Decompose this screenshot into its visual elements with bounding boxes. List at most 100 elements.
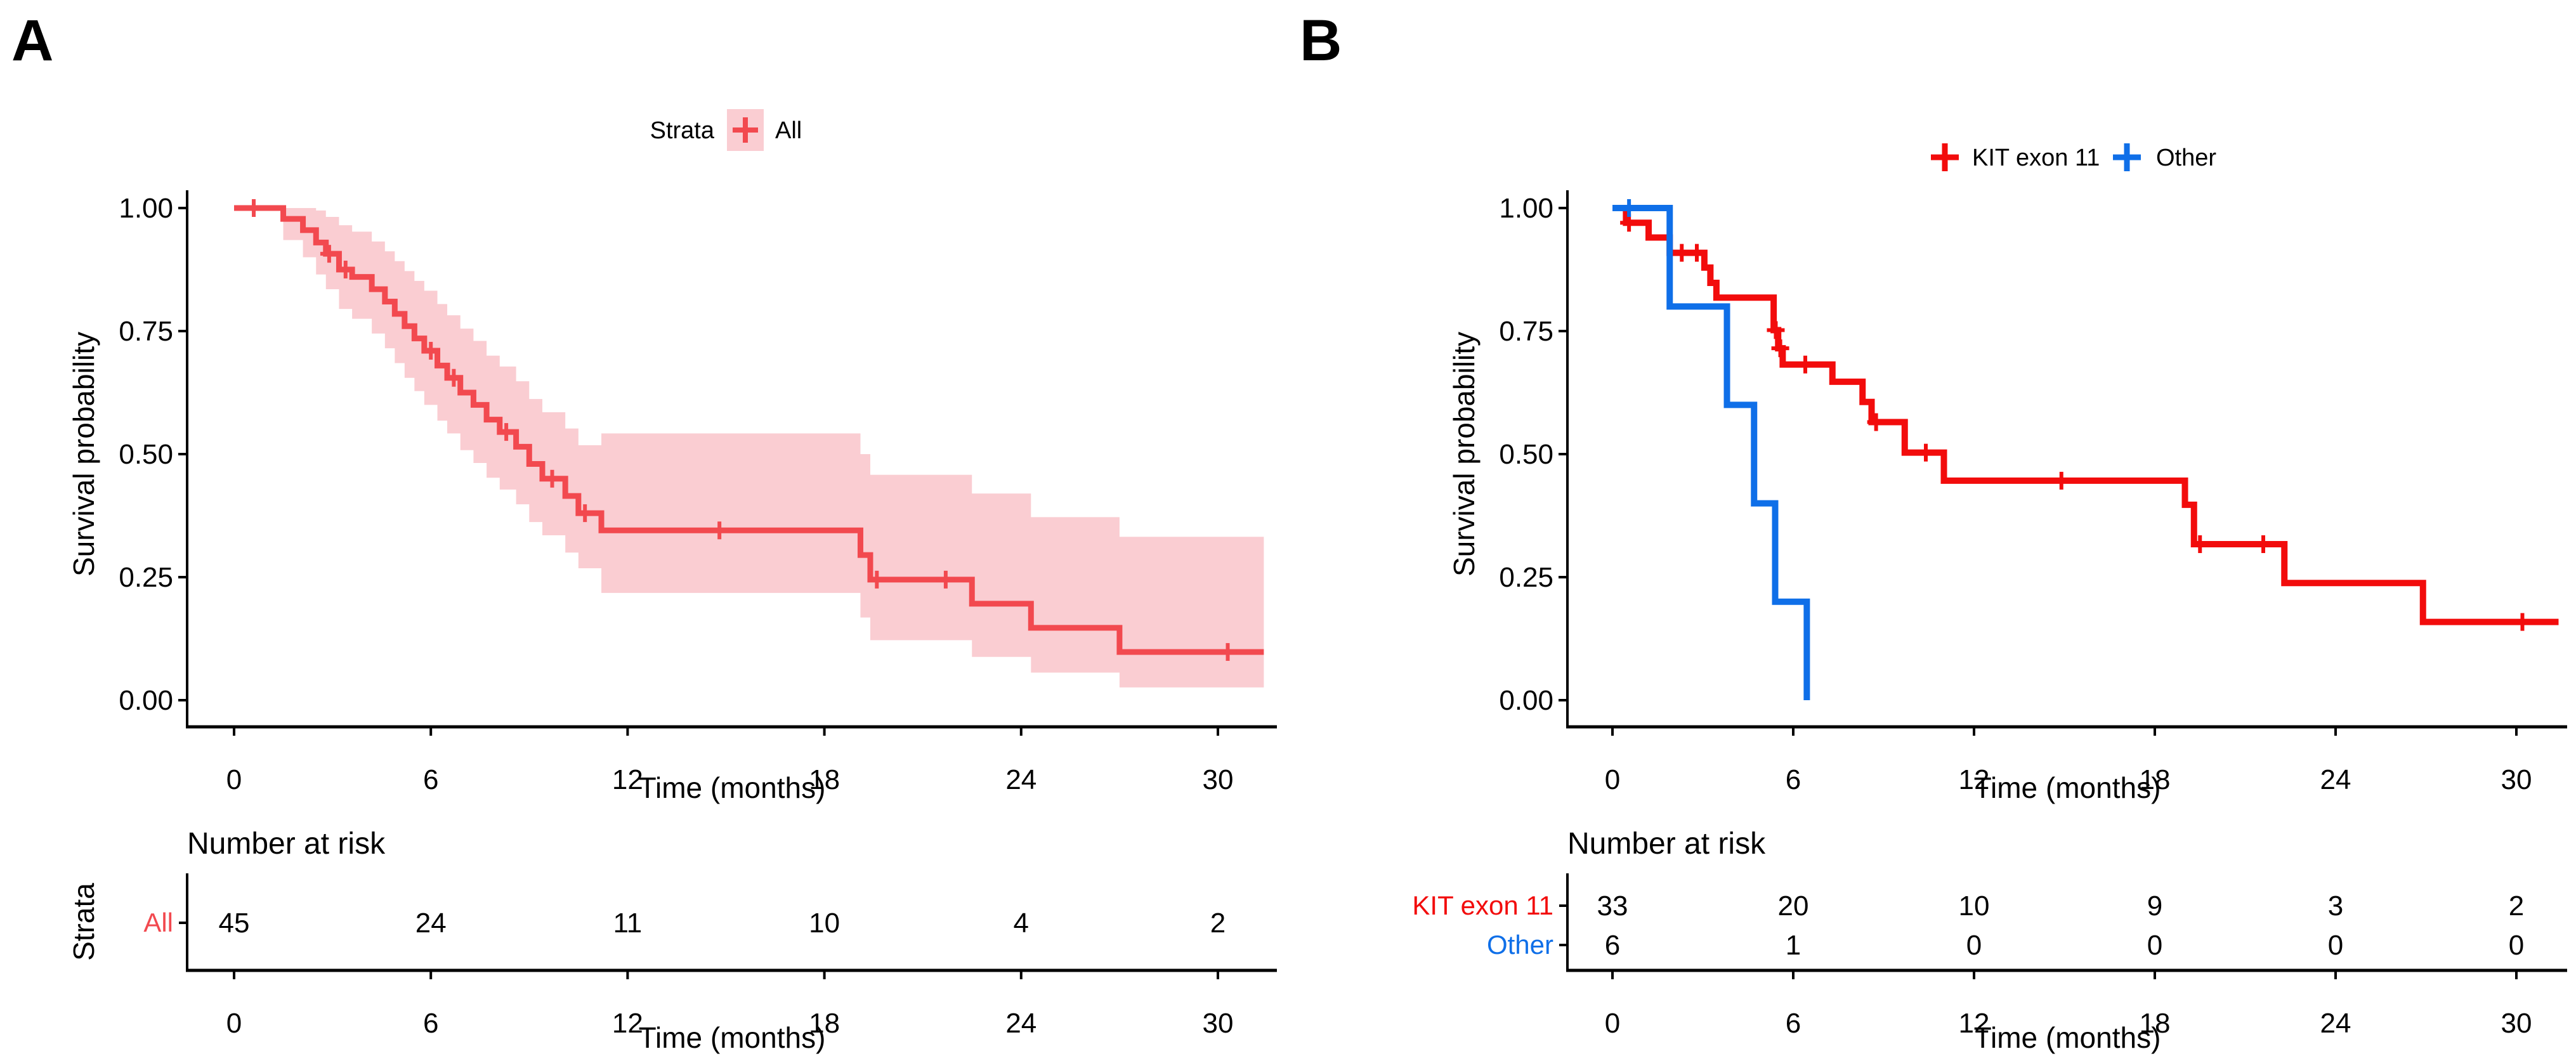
legend-item-label: Other bbox=[2156, 145, 2216, 171]
risk-count: 2 bbox=[1210, 908, 1226, 939]
risk-count: 0 bbox=[2509, 930, 2524, 961]
x-tick-label: 24 bbox=[2320, 764, 2351, 795]
km-panel-b: B 0.00 0.25 0.50 0.75 1.00 0 6 12 18 24 30 Time (mo… bbox=[1288, 0, 2576, 1056]
censor-mark-KIT exon 11 bbox=[2191, 535, 2209, 554]
censor-mark-KIT exon 11 bbox=[1767, 321, 1785, 339]
y-tick-label: 1.00 bbox=[119, 193, 173, 224]
censor-mark-KIT exon 11 bbox=[1688, 244, 1706, 262]
censor-mark-All bbox=[245, 199, 263, 217]
risk-count: 0 bbox=[2328, 930, 2343, 961]
legend: Strata All bbox=[650, 109, 802, 151]
y-tick-label: 0.25 bbox=[119, 562, 173, 593]
risk-count: 6 bbox=[1605, 930, 1620, 961]
x-tick-label: 6 bbox=[1786, 764, 1801, 795]
y-tick-label: 0.25 bbox=[1499, 562, 1553, 593]
risk-x-axis-title: Time (months) bbox=[639, 1021, 826, 1054]
y-axis-title: Survival probability bbox=[67, 332, 100, 577]
risk-table-title: Number at risk bbox=[187, 827, 386, 861]
x-tick-label: 18 bbox=[809, 764, 840, 795]
km-panel-a: A 0.00 0.25 0.50 0.75 1.00 0 6 12 18 24 30 Time (mo… bbox=[11, 8, 1277, 1054]
risk-x-tick-label: 12 bbox=[1959, 1008, 1990, 1039]
risk-count: 33 bbox=[1597, 890, 1628, 922]
censor-mark-KIT exon 11 bbox=[1867, 413, 1885, 431]
censor-mark-KIT exon 11 bbox=[1796, 355, 1814, 374]
risk-count: 20 bbox=[1778, 890, 1809, 922]
risk-x-tick-label: 6 bbox=[423, 1008, 438, 1039]
risk-x-axis-title: Time (months) bbox=[1974, 1021, 2161, 1054]
km-curve-Other bbox=[1612, 205, 1810, 700]
y-axis-title: Survival probability bbox=[1448, 332, 1481, 577]
risk-count: 10 bbox=[1959, 890, 1990, 922]
risk-row-label: KIT exon 11 bbox=[1412, 890, 1553, 920]
confidence-ribbon-All bbox=[234, 208, 1264, 688]
risk-count: 9 bbox=[2147, 890, 2162, 922]
y-tick-label: 0.50 bbox=[1499, 439, 1553, 470]
risk-x-tick-label: 30 bbox=[1203, 1008, 1234, 1039]
censor-mark-KIT exon 11 bbox=[1917, 443, 1935, 462]
y-tick-label: 1.00 bbox=[1499, 193, 1553, 224]
x-tick-label: 30 bbox=[1203, 764, 1234, 795]
risk-count: 4 bbox=[1014, 908, 1029, 939]
censor-mark-Other bbox=[1620, 199, 1638, 217]
censor-mark-All bbox=[497, 423, 516, 441]
risk-row-label: Other bbox=[1487, 930, 1553, 960]
x-tick-label: 12 bbox=[1959, 764, 1990, 795]
x-tick-label: 18 bbox=[2140, 764, 2171, 795]
risk-x-tick-label: 0 bbox=[226, 1008, 242, 1039]
risk-count: 1 bbox=[1786, 930, 1801, 961]
risk-table: Number at risk Strata All 45 24 11 10 4 2 0 6 12 18 2… bbox=[67, 827, 1277, 1054]
censor-mark-All bbox=[576, 504, 594, 523]
x-axis-title: Time (months) bbox=[1974, 771, 2161, 804]
censor-mark-All bbox=[543, 469, 561, 488]
risk-x-tick-label: 18 bbox=[2140, 1008, 2171, 1039]
x-tick-label: 12 bbox=[612, 764, 643, 795]
risk-count: 0 bbox=[2147, 930, 2162, 961]
risk-x-tick-label: 18 bbox=[809, 1008, 840, 1039]
censor-mark-KIT exon 11 bbox=[2513, 613, 2532, 631]
censor-mark-All bbox=[422, 342, 440, 360]
censor-mark-All bbox=[445, 368, 463, 387]
x-axis-title: Time (months) bbox=[639, 771, 826, 804]
y-tick-label: 0.75 bbox=[119, 316, 173, 347]
panel-a-label: A bbox=[11, 8, 54, 73]
km-curve-All bbox=[234, 205, 1264, 655]
risk-x-tick-label: 30 bbox=[2501, 1008, 2532, 1039]
censor-mark-KIT exon 11 bbox=[1771, 339, 1789, 358]
y-tick-label: 0.00 bbox=[119, 685, 173, 716]
x-tick-label: 0 bbox=[1605, 764, 1620, 795]
risk-count: 45 bbox=[219, 908, 250, 939]
risk-x-tick-label: 24 bbox=[1005, 1008, 1036, 1039]
risk-table-title: Number at risk bbox=[1567, 827, 1766, 861]
risk-x-tick-label: 12 bbox=[612, 1008, 643, 1039]
risk-row-label: All bbox=[143, 908, 173, 937]
risk-x-tick-label: 24 bbox=[2320, 1008, 2351, 1039]
censor-mark-KIT exon 11 bbox=[2254, 535, 2272, 554]
censor-mark-All bbox=[320, 245, 338, 263]
risk-x-tick-label: 0 bbox=[1605, 1008, 1620, 1039]
censor-mark-All bbox=[336, 261, 355, 278]
panel-b-label: B bbox=[1300, 8, 1342, 73]
censor-mark-All bbox=[1219, 642, 1237, 661]
risk-count: 10 bbox=[809, 908, 840, 939]
risk-count: 11 bbox=[613, 908, 643, 939]
x-tick-label: 0 bbox=[226, 764, 242, 795]
censor-mark-All bbox=[868, 570, 886, 589]
risk-count: 2 bbox=[2509, 890, 2524, 922]
y-tick-label: 0.75 bbox=[1499, 316, 1553, 347]
legend-item-label: KIT exon 11 bbox=[1972, 145, 2100, 171]
x-tick-label: 30 bbox=[2501, 764, 2532, 795]
y-tick-label: 0.00 bbox=[1499, 685, 1553, 716]
censor-mark-KIT exon 11 bbox=[1673, 244, 1691, 262]
y-tick-label: 0.50 bbox=[119, 439, 173, 470]
legend-item-label: All bbox=[775, 117, 802, 144]
risk-count: 0 bbox=[1966, 930, 1982, 961]
risk-count: 24 bbox=[415, 908, 447, 939]
censor-mark-All bbox=[936, 570, 955, 589]
risk-table-axis-title: Strata bbox=[67, 883, 100, 961]
x-tick-label: 24 bbox=[1005, 764, 1036, 795]
legend: KIT exon 11 Other bbox=[1931, 143, 2216, 171]
